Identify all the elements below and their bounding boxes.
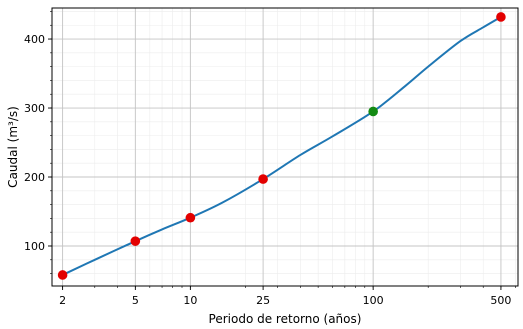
major-grid [52,8,518,286]
x-tick-label: 5 [132,294,139,307]
x-tick-label: 25 [256,294,270,307]
y-axis-ticks: 100 200 300 400 [24,11,52,274]
y-tick-label: 100 [24,240,45,253]
y-tick-label: 200 [24,171,45,184]
y-axis-label: Caudal (m³/s) [6,106,20,188]
plot-frame [51,7,519,287]
x-axis-label: Periodo de retorno (años) [209,312,362,326]
x-tick-label: 100 [363,294,384,307]
plot-area [52,8,518,286]
y-tick-label: 300 [24,102,45,115]
y-tick-label: 400 [24,33,45,46]
data-point-red [496,12,506,22]
x-tick-label: 10 [183,294,197,307]
series-curve [62,16,502,276]
data-point-green [368,106,378,117]
data-point-red [258,174,268,184]
data-point-red [185,212,196,223]
data-point-red [130,236,141,246]
x-tick-label: 500 [490,294,511,307]
x-axis-ticks: 2 5 10 25 100 500 [59,286,516,307]
data-point-red [57,270,68,280]
data-points [57,12,506,280]
x-tick-label: 2 [59,294,66,307]
